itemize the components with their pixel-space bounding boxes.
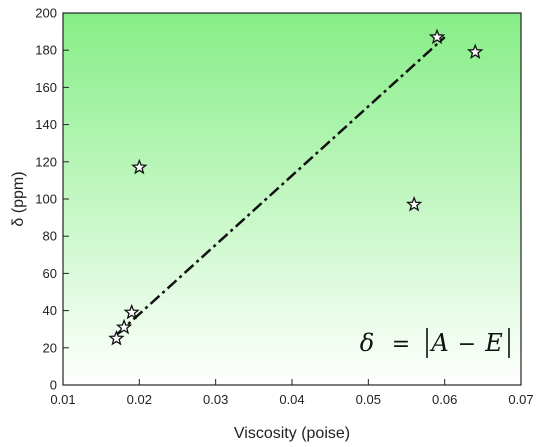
equation-minus: − bbox=[458, 332, 476, 357]
data-point-3 bbox=[123, 303, 140, 320]
x-tick-label: 0.05 bbox=[356, 392, 381, 407]
y-tick-label: 160 bbox=[35, 80, 57, 95]
equation-a: A bbox=[429, 329, 448, 357]
x-tick-label: 0.04 bbox=[279, 392, 304, 407]
data-point-7 bbox=[467, 43, 484, 60]
y-axis-ticks: 0 20 40 60 80 100 120 140 160 180 200 bbox=[35, 6, 69, 393]
fit-line bbox=[115, 36, 446, 336]
y-tick-label: 100 bbox=[35, 192, 57, 207]
y-tick-label: 120 bbox=[35, 154, 57, 169]
y-tick-label: 20 bbox=[43, 340, 57, 355]
equation-annotation: δ = A − E bbox=[360, 328, 510, 358]
y-axis-title: δ (ppm) bbox=[10, 171, 27, 226]
data-point-1 bbox=[108, 329, 125, 346]
x-axis-title: Viscosity (poise) bbox=[234, 425, 350, 442]
x-tick-label: 0.07 bbox=[508, 392, 533, 407]
x-axis-ticks: 0.01 0.02 0.03 0.04 0.05 0.06 0.07 bbox=[50, 379, 534, 407]
equation-delta: δ bbox=[360, 329, 374, 357]
x-tick-label: 0.06 bbox=[432, 392, 457, 407]
equation-e: E bbox=[484, 329, 503, 357]
y-tick-label: 140 bbox=[35, 117, 57, 132]
y-tick-label: 200 bbox=[35, 6, 57, 21]
x-tick-label: 0.03 bbox=[203, 392, 228, 407]
y-tick-label: 180 bbox=[35, 43, 57, 58]
y-tick-label: 60 bbox=[43, 266, 57, 281]
data-point-2 bbox=[115, 318, 133, 335]
data-point-5 bbox=[405, 195, 423, 212]
x-tick-label: 0.02 bbox=[127, 392, 152, 407]
y-tick-label: 40 bbox=[43, 303, 57, 318]
plot-background bbox=[63, 13, 521, 385]
equation-equals: = bbox=[392, 332, 410, 357]
data-point-4 bbox=[131, 158, 148, 175]
x-tick-label: 0.01 bbox=[50, 392, 75, 407]
data-point-6 bbox=[428, 28, 446, 45]
y-tick-label: 0 bbox=[50, 378, 57, 393]
y-tick-label: 80 bbox=[43, 229, 57, 244]
data-points bbox=[108, 28, 484, 346]
